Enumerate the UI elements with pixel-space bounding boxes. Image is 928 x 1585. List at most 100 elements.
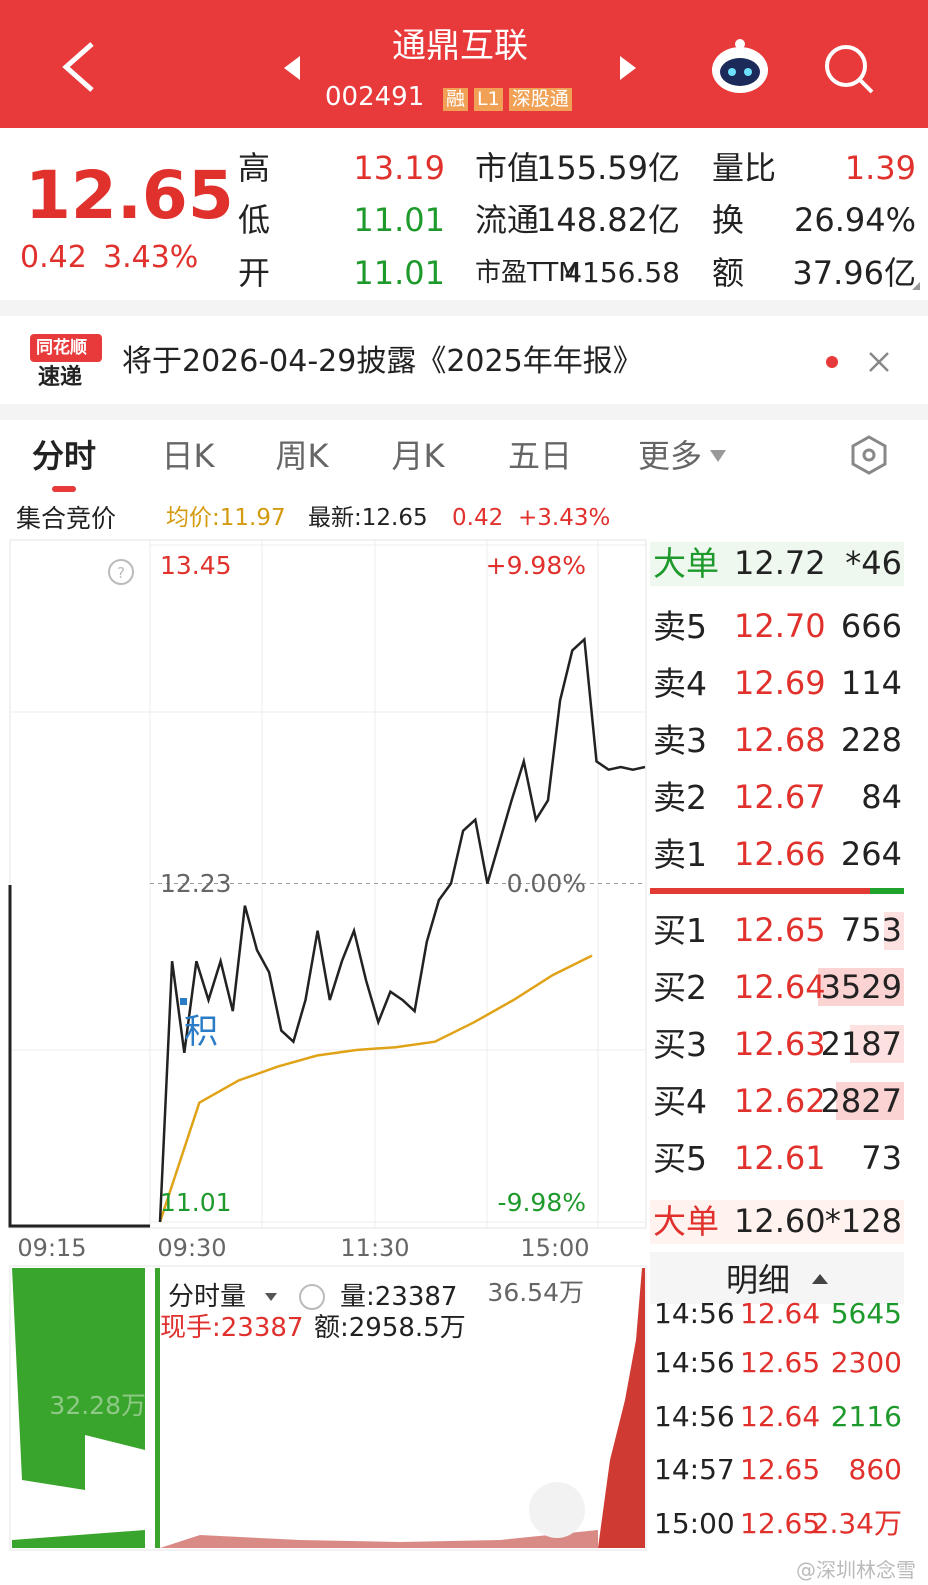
stat-label: 市盈TTM bbox=[475, 258, 581, 288]
open-volume bbox=[155, 1268, 160, 1548]
watermark: @深圳林念雪 bbox=[796, 1558, 916, 1582]
book-label: 买5 bbox=[653, 1138, 707, 1178]
x-tick-label: 15:00 bbox=[520, 1234, 590, 1262]
stat-value: 155.59亿 bbox=[536, 149, 680, 187]
premarket-volume-base bbox=[12, 1530, 145, 1548]
big-sell-bg bbox=[650, 542, 904, 586]
brand: 速递 bbox=[38, 365, 83, 390]
amount-value: 额:2958.5万 bbox=[314, 1313, 466, 1343]
brand: 同花顺 bbox=[36, 337, 87, 358]
bid-bar bbox=[836, 1082, 904, 1120]
book-label: 买3 bbox=[653, 1024, 707, 1064]
tab[interactable]: 分时 bbox=[31, 437, 97, 475]
big-buy-bg bbox=[650, 1200, 904, 1244]
notice-text[interactable]: 将于2026-04-29披露《2025年年报》 bbox=[122, 344, 643, 379]
book-label: 大单 bbox=[653, 1201, 719, 1241]
help-icon[interactable] bbox=[299, 1284, 325, 1310]
book-volume: 2827 bbox=[820, 1082, 902, 1120]
stat-value: 4156.58 bbox=[564, 256, 680, 289]
y-tick-label: 13.45 bbox=[160, 550, 232, 580]
back-button[interactable] bbox=[62, 42, 94, 92]
x-tick-label: 09:30 bbox=[157, 1234, 227, 1262]
auction-label: 集合竞价 bbox=[16, 503, 117, 533]
stock-code: 002491 bbox=[325, 82, 425, 112]
bid-bar bbox=[818, 968, 904, 1006]
book-price: 12.65 bbox=[734, 911, 826, 949]
book-label: 买2 bbox=[653, 967, 707, 1007]
x-tick-label: 11:30 bbox=[340, 1234, 410, 1262]
stat-value: 148.82亿 bbox=[536, 201, 680, 239]
intraday-chart bbox=[150, 544, 646, 1223]
tag: L1 bbox=[474, 87, 503, 111]
change: 0.42 bbox=[452, 504, 504, 531]
gray-band bbox=[0, 404, 928, 420]
trade-price: 12.65 bbox=[740, 1453, 821, 1486]
trade-price: 12.65 bbox=[740, 1346, 821, 1379]
tab[interactable]: 周K bbox=[275, 437, 329, 475]
stat-value: 26.94% bbox=[793, 201, 916, 239]
latest-price: 最新:12.65 bbox=[308, 504, 428, 531]
tab[interactable]: 月K bbox=[391, 437, 445, 475]
book-volume: 666 bbox=[840, 607, 902, 645]
prev-button[interactable] bbox=[284, 56, 300, 80]
trade-volume: 860 bbox=[848, 1453, 902, 1486]
trade-volume: 5645 bbox=[830, 1297, 902, 1330]
book-price: 12.68 bbox=[734, 721, 826, 759]
next-button[interactable] bbox=[620, 56, 636, 80]
stat-value: 37.96亿 bbox=[792, 254, 916, 292]
tab-underline bbox=[52, 486, 76, 492]
book-price: 12.70 bbox=[734, 607, 826, 645]
volume-label[interactable]: 分时量 bbox=[168, 1282, 247, 1312]
auction-frame bbox=[8, 885, 150, 1228]
x-tick-label: 09:15 bbox=[17, 1234, 87, 1262]
tab[interactable]: 更多 bbox=[637, 437, 703, 475]
book-volume: 2187 bbox=[820, 1025, 902, 1063]
book-price: 12.72 bbox=[734, 544, 826, 582]
book-label: 卖2 bbox=[653, 777, 707, 817]
trade-volume: 2300 bbox=[830, 1346, 902, 1379]
book-price: 12.64 bbox=[734, 968, 826, 1006]
event-marker bbox=[180, 998, 187, 1005]
chart-frame bbox=[9, 539, 647, 1229]
volume-value: 量:23387 bbox=[340, 1282, 458, 1312]
event-label: 积 bbox=[184, 1012, 218, 1052]
trade-volume: 2.34万 bbox=[811, 1507, 902, 1540]
book-label: 买4 bbox=[653, 1081, 707, 1121]
trade-volume: 2116 bbox=[830, 1400, 902, 1433]
stat-label: 低 bbox=[238, 201, 271, 239]
book-volume: 114 bbox=[840, 664, 902, 702]
close-button[interactable] bbox=[869, 352, 889, 372]
day-volume bbox=[160, 1530, 598, 1548]
book-label: 卖3 bbox=[653, 720, 707, 760]
settings-dot bbox=[862, 448, 876, 462]
volume-menu-arrow[interactable] bbox=[265, 1293, 277, 1301]
robot-icon[interactable] bbox=[712, 39, 768, 93]
fullscreen-button[interactable] bbox=[529, 1482, 585, 1538]
detail-tab[interactable]: 明细 bbox=[725, 1261, 791, 1299]
stat-value: 1.39 bbox=[844, 149, 916, 187]
more-arrow bbox=[710, 450, 726, 462]
search-icon[interactable] bbox=[825, 45, 874, 94]
tab[interactable]: 日K bbox=[161, 437, 215, 475]
stat-value: 13.19 bbox=[353, 149, 445, 187]
detail-arrow[interactable] bbox=[812, 1274, 828, 1284]
tab[interactable]: 五日 bbox=[507, 437, 573, 475]
book-volume: 73 bbox=[861, 1139, 902, 1177]
help-icon[interactable] bbox=[108, 559, 134, 585]
last-price: 12.65 bbox=[25, 157, 234, 234]
trade-time: 14:56 bbox=[654, 1297, 735, 1330]
book-price: 12.63 bbox=[734, 1025, 826, 1063]
notice-dot bbox=[826, 356, 838, 368]
price-line bbox=[158, 636, 646, 1223]
detail-header-bg bbox=[650, 1252, 904, 1304]
settings-button[interactable] bbox=[851, 435, 887, 475]
trade-time: 15:00 bbox=[654, 1507, 735, 1540]
close-volume bbox=[598, 1268, 645, 1548]
pct-tick-label: 0.00% bbox=[506, 869, 586, 898]
avg-price: 均价:11.97 bbox=[166, 504, 286, 531]
trade-price: 12.64 bbox=[740, 1297, 821, 1330]
tag: 深股通 bbox=[508, 87, 572, 111]
book-price: 12.67 bbox=[734, 778, 826, 816]
